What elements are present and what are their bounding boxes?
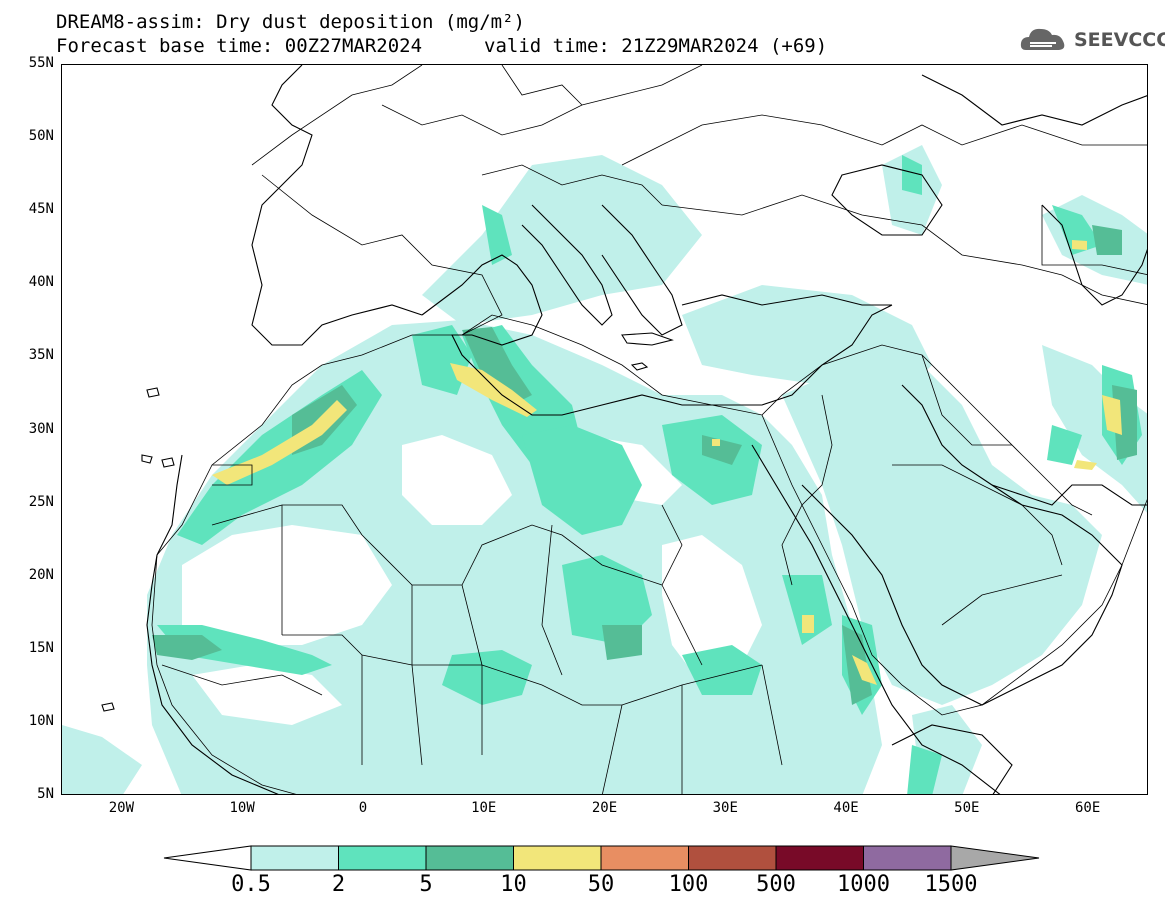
colorbar-level-label: 1000 — [837, 872, 890, 897]
map-title: DREAM8-assim: Dry dust deposition (mg/m²… — [56, 11, 525, 33]
colorbar-level-label: 100 — [668, 872, 709, 897]
lat-label: 10N — [28, 712, 54, 729]
colorbar-swatch — [513, 845, 602, 871]
colorbar-level-label: 2 — [331, 872, 346, 897]
colorbar-swatch — [600, 845, 689, 871]
logo-text: SEEVCCC — [1074, 29, 1165, 51]
dust-deposition-shading — [62, 145, 1147, 794]
lon-label: 60E — [1074, 800, 1101, 816]
colorbar-level-label: 1500 — [924, 872, 978, 897]
lat-label: 15N — [28, 639, 54, 656]
colorbar-swatch — [250, 845, 339, 871]
lon-label: 0 — [358, 800, 368, 816]
seevccc-logo: SEEVCCC — [1018, 22, 1165, 58]
lat-label: 25N — [28, 493, 54, 510]
colorbar-swatch — [338, 845, 427, 871]
lon-label: 50E — [954, 800, 980, 816]
base-time: Forecast base time: 00Z27MAR2024 — [56, 35, 423, 57]
colorbar-over-triangle — [950, 845, 1040, 871]
lat-label: 40N — [28, 274, 54, 291]
colorbar-swatch — [775, 845, 864, 871]
coastlines — [101, 65, 1147, 794]
colorbar-swatch — [425, 845, 514, 871]
lat-label: 35N — [28, 347, 54, 364]
map-canvas — [62, 65, 1147, 794]
colorbar — [163, 845, 1040, 871]
lat-label: 20N — [28, 566, 54, 583]
lat-label: 45N — [28, 201, 54, 218]
lon-label: 30E — [712, 800, 738, 816]
lon-label: 10W — [229, 800, 255, 816]
lon-label: 20W — [108, 800, 135, 816]
colorbar-level-label: 5 — [419, 872, 433, 897]
colorbar-level-label: 50 — [587, 872, 615, 897]
lon-label: 40E — [833, 800, 859, 816]
dust-deposition-map — [61, 64, 1148, 795]
colorbar-swatch — [863, 845, 952, 871]
lon-label: 20E — [591, 800, 618, 816]
colorbar-under-triangle — [163, 845, 252, 871]
colorbar-level-label: 0.5 — [231, 872, 271, 897]
lat-label: 30N — [28, 420, 54, 437]
lat-label: 55N — [28, 55, 54, 71]
forecast-times: Forecast base time: 00Z27MAR2024 valid ti… — [56, 35, 827, 57]
valid-time: valid time: 21Z29MAR2024 (+69) — [484, 35, 828, 57]
lon-label: 10E — [471, 800, 497, 816]
cloud-logo-icon — [1020, 28, 1065, 50]
colorbar-level-label: 10 — [500, 872, 527, 897]
colorbar-level-label: 500 — [756, 872, 796, 897]
lat-label: 5N — [37, 786, 54, 802]
lat-label: 50N — [28, 128, 54, 145]
colorbar-swatch — [688, 845, 777, 871]
